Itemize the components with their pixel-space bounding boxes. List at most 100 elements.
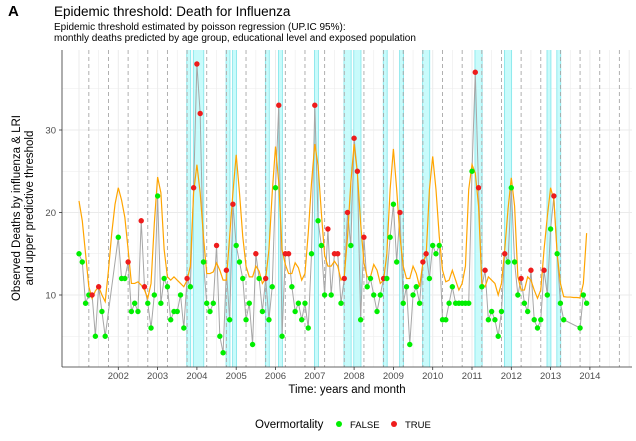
normal-point [583, 300, 590, 306]
normal-point [407, 341, 413, 348]
normal-point [135, 308, 141, 315]
normal-point [269, 284, 275, 290]
normal-point [479, 284, 485, 290]
chart-subtitle-line-1: Epidemic threshold estimated by poisson … [54, 22, 346, 33]
normal-point [436, 242, 442, 249]
normal-point [367, 275, 374, 282]
normal-point [446, 300, 452, 306]
epidemic-band [226, 50, 230, 367]
legend: Overmortality FALSE TRUE [255, 419, 431, 431]
legend-label-true: TRUE [405, 420, 431, 431]
normal-point [505, 259, 511, 265]
x-tick-label: 2003 [147, 371, 168, 382]
normal-point [364, 284, 370, 290]
normal-point [246, 300, 252, 306]
overmortality-point [423, 251, 429, 257]
overmortality-point [551, 193, 557, 199]
overmortality-point [141, 284, 148, 290]
x-tick-label: 2002 [108, 371, 129, 382]
epidemic-band [232, 50, 237, 367]
overmortality-point [262, 275, 269, 282]
normal-point [236, 259, 243, 265]
normal-point [308, 251, 315, 257]
normal-point [511, 259, 518, 265]
overmortality-point [344, 209, 351, 216]
normal-point [488, 308, 495, 315]
normal-point [131, 300, 138, 306]
overmortality-point [420, 259, 426, 265]
panel-label: A [8, 3, 19, 20]
overmortality-point [325, 226, 331, 232]
normal-point [249, 341, 256, 348]
normal-point [76, 251, 82, 257]
normal-point [469, 168, 475, 174]
overmortality-point [138, 218, 144, 224]
normal-point [200, 259, 207, 265]
normal-point [498, 308, 505, 315]
x-axis-title: Time: years and month [288, 384, 405, 396]
normal-point [272, 185, 279, 191]
normal-point [187, 284, 194, 290]
overmortality-point [125, 259, 131, 265]
normal-point [243, 317, 249, 323]
x-axis-ticks: 2002 2003 2004 2005 2006 2007 2008 2009 2010 2011… [108, 367, 600, 382]
normal-point [413, 284, 420, 290]
overmortality-point [482, 267, 488, 273]
overmortality-point [253, 251, 259, 257]
normal-point [554, 251, 560, 257]
normal-point [318, 242, 325, 249]
normal-point [279, 333, 285, 339]
epidemic-band [422, 50, 430, 367]
legend-marker-false [336, 421, 342, 427]
normal-point [374, 308, 380, 315]
y-axis-ticks: 10 20 30 [45, 126, 62, 302]
normal-point [292, 308, 298, 315]
epidemic-band [399, 50, 404, 367]
normal-point [102, 333, 108, 339]
season-dashed-lines [88, 50, 620, 367]
normal-point [168, 317, 174, 323]
normal-point [377, 292, 383, 298]
normal-point [492, 317, 498, 323]
normal-point [259, 308, 266, 315]
normal-point [226, 317, 233, 323]
normal-point [220, 350, 226, 356]
overmortality-point [223, 267, 230, 273]
y-axis-title-line-1: Observed Deaths by influenza & LRI [11, 115, 23, 301]
normal-point [128, 308, 135, 315]
normal-point [577, 325, 583, 331]
overmortality-point [194, 61, 200, 67]
normal-point [151, 292, 158, 298]
legend-label-false: FALSE [350, 420, 380, 431]
legend-title: Overmortality [255, 419, 324, 431]
epidemic-band [314, 50, 319, 367]
normal-point [393, 259, 400, 265]
normal-point [485, 317, 492, 323]
x-tick-label: 2013 [540, 371, 561, 382]
x-tick-label: 2008 [344, 371, 365, 382]
normal-point [495, 333, 501, 339]
normal-point [515, 292, 521, 298]
normal-point [410, 292, 416, 298]
normal-point [508, 185, 514, 191]
epidemic-band [556, 50, 561, 367]
normal-point [115, 234, 122, 240]
normal-point [148, 325, 154, 331]
x-tick-label: 2006 [265, 371, 286, 382]
normal-point [384, 275, 390, 282]
normal-point [443, 317, 449, 323]
normal-point [233, 242, 239, 249]
overmortality-point [351, 135, 357, 141]
overmortality-point [184, 275, 190, 282]
normal-point [580, 292, 587, 298]
chart-title: Epidemic threshold: Death for Influenza [54, 4, 291, 19]
normal-point [371, 292, 377, 298]
normal-point [154, 193, 161, 199]
normal-point [387, 234, 393, 240]
normal-point [403, 284, 410, 290]
normal-point [302, 300, 308, 306]
overmortality-point [213, 242, 220, 249]
normal-point [426, 275, 433, 282]
x-tick-label: 2007 [304, 371, 325, 382]
